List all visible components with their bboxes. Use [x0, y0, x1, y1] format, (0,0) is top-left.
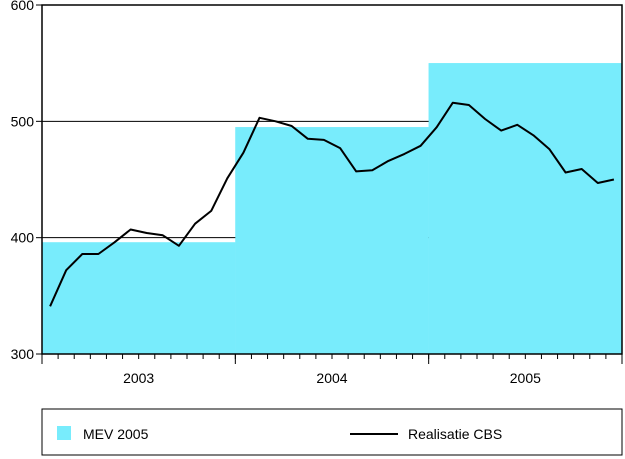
mev-area-block-overlay	[235, 127, 429, 355]
x-tick-label: 2003	[123, 370, 154, 386]
x-tick-label: 2005	[510, 370, 541, 386]
y-tick-label: 400	[11, 230, 35, 246]
y-tick-label: 600	[11, 0, 35, 13]
legend-label-realisatie: Realisatie CBS	[408, 426, 502, 442]
plot-area	[42, 63, 622, 355]
mev-area-block-overlay	[42, 242, 236, 354]
y-tick-label: 300	[11, 346, 35, 362]
legend-swatch-mev	[57, 426, 71, 440]
legend-label-mev: MEV 2005	[83, 426, 149, 442]
y-tick-label: 500	[11, 113, 35, 129]
axes: 300 400 500 600 2003 2004 2005	[11, 0, 623, 386]
mev-area-block-overlay	[428, 63, 622, 355]
realisatie-cbs-line	[49, 101, 615, 307]
legend-box	[41, 408, 623, 456]
x-tick-label: 2004	[316, 370, 347, 386]
legend: MEV 2005 Realisatie CBS	[41, 408, 623, 456]
